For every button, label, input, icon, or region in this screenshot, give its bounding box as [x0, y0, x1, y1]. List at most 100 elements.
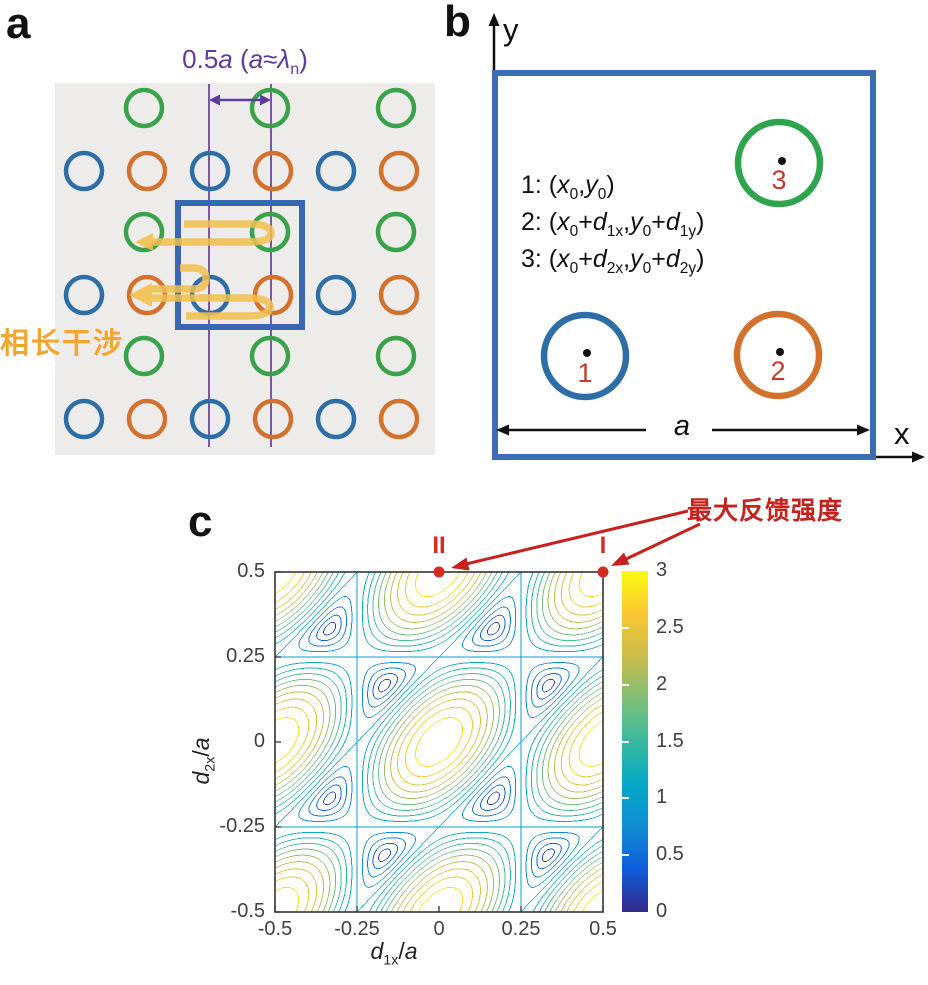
- lattice-hole: [375, 211, 417, 253]
- contour-plot-canvas: [275, 572, 603, 912]
- colorbar-tick-label: 2.5: [656, 615, 684, 638]
- x-tick-label: 0.5: [589, 918, 617, 940]
- x-tick-label: -0.25: [334, 918, 380, 940]
- contour-y-axis-label: d2x/a: [188, 737, 219, 785]
- y-tick-label: 0: [253, 730, 265, 752]
- arrowhead-left-icon: [209, 94, 220, 106]
- hole-2-center-dot: [776, 348, 784, 356]
- maximum-label: II: [432, 532, 446, 559]
- feedback-path-lower: [152, 294, 274, 320]
- contour-x-axis-label: d1x/a: [370, 938, 418, 969]
- annotation-arrow-line-II: [465, 509, 689, 566]
- y-tick-label: 0.25: [226, 645, 265, 667]
- lattice-hole: [375, 335, 417, 377]
- x-tick-label: 0.25: [501, 918, 541, 940]
- a-arrowhead-left-icon: [496, 424, 509, 436]
- y-tick-label: 0.5: [237, 560, 265, 582]
- lattice-hole: [123, 211, 165, 253]
- lattice-hole: [249, 335, 291, 377]
- colorbar-tick-label: 2: [656, 672, 668, 695]
- lattice-constant-label: a: [673, 410, 691, 442]
- yellow-arrowhead-upper-icon: [135, 233, 153, 251]
- hole-1-circle: [540, 311, 630, 401]
- colorbar-tick-label: 1.5: [656, 729, 684, 752]
- colorbar-tick-mark: [622, 626, 629, 629]
- half-period-label: 0.5a (a≈λn): [182, 44, 308, 79]
- x-axis-label: x: [894, 416, 910, 451]
- feedback-path-hook: [152, 264, 210, 293]
- axis-ticks: [274, 571, 604, 913]
- constructive-interference-label: 相长干涉: [0, 328, 125, 360]
- colorbar-tick-label: 0.5: [656, 843, 684, 866]
- interference-arrows: [152, 220, 275, 320]
- annotation-arrow-line-I: [623, 522, 701, 562]
- lattice-hole: [249, 87, 291, 129]
- hole-lattice: [63, 87, 420, 440]
- lattice-hole: [315, 150, 357, 192]
- lattice-background: [55, 83, 435, 455]
- lattice-hole: [63, 274, 105, 316]
- annotation-arrowhead-II-icon: [451, 557, 470, 571]
- annotation-arrowhead-I-icon: [611, 552, 630, 566]
- x-axis-arrowhead-icon: [912, 451, 925, 463]
- colorbar-tick-mark: [622, 740, 629, 743]
- hole-2-circle: [733, 310, 823, 400]
- hole-1-coordinates: 1: (x0,y0): [521, 171, 615, 203]
- lattice-hole: [123, 87, 165, 129]
- hole-2-coordinates: 2: (x0+d1x,y0+d1y): [521, 208, 705, 240]
- colorbar-tick-label: 1: [656, 786, 668, 809]
- hole-1-center-dot: [583, 349, 591, 357]
- hole-3-coordinates: 3: (x0+d2x,y0+d2y): [521, 245, 705, 277]
- maximum-dot: [433, 566, 445, 578]
- hole-coordinates-list: 1: (x0,y0) 2: (x0+d1x,y0+d1y) 3: (x0+d2x…: [521, 167, 704, 278]
- unit-cell-box: [175, 200, 305, 330]
- colorbar-tick-label: 0: [656, 900, 668, 922]
- lattice-hole: [126, 150, 168, 192]
- unit-cell-border: [492, 70, 876, 460]
- colorbar-tick-mark: [622, 683, 629, 686]
- lattice-hole: [123, 335, 165, 377]
- lattice-hole: [63, 150, 105, 192]
- lattice-hole: [375, 87, 417, 129]
- colorbar-tick-mark: [622, 854, 629, 857]
- lattice-hole: [189, 398, 231, 440]
- panel-a-label: a: [6, 0, 31, 48]
- lattice-hole: [315, 274, 357, 316]
- feedback-path-upper: [152, 220, 275, 246]
- lattice-hole: [63, 398, 105, 440]
- panel-c-contour-figure: [274, 509, 701, 913]
- lattice-hole: [252, 398, 294, 440]
- hole-3-center-dot: [778, 157, 786, 165]
- y-tick-label: -0.5: [230, 900, 265, 922]
- panel-c-label: c: [188, 497, 213, 546]
- lattice-hole: [189, 150, 231, 192]
- maxima-markers: [433, 566, 609, 578]
- panel-a-lattice-diagram: [55, 83, 435, 455]
- hole-3-circle: [734, 118, 824, 208]
- lattice-hole: [252, 150, 294, 192]
- colorbar-tick-label: 3: [656, 559, 668, 581]
- y-axis-label: y: [503, 12, 519, 47]
- x-tick-label: -0.5: [257, 918, 293, 940]
- colorbar-tick-mark: [622, 797, 629, 800]
- yellow-arrowhead-lower-icon: [129, 283, 152, 307]
- maximum-dot: [597, 566, 609, 578]
- y-tick-label: -0.25: [219, 815, 265, 837]
- lattice-hole: [378, 398, 420, 440]
- lattice-hole: [378, 150, 420, 192]
- arrowhead-right-icon: [260, 94, 271, 106]
- lattice-hole: [315, 398, 357, 440]
- lattice-hole: [126, 398, 168, 440]
- x-tick-label: 0: [433, 918, 445, 940]
- max-feedback-annotation: 最大反馈强度: [687, 497, 844, 525]
- panel-b-unit-cell-diagram: [488, 13, 925, 463]
- a-arrowhead-right-icon: [857, 424, 870, 436]
- hole-1-number: 1: [577, 358, 593, 388]
- plot-frame: [274, 571, 604, 913]
- panel-b-label: b: [444, 0, 471, 46]
- lattice-hole: [249, 211, 291, 253]
- hole-2-number: 2: [770, 356, 786, 386]
- lattice-hole: [378, 274, 420, 316]
